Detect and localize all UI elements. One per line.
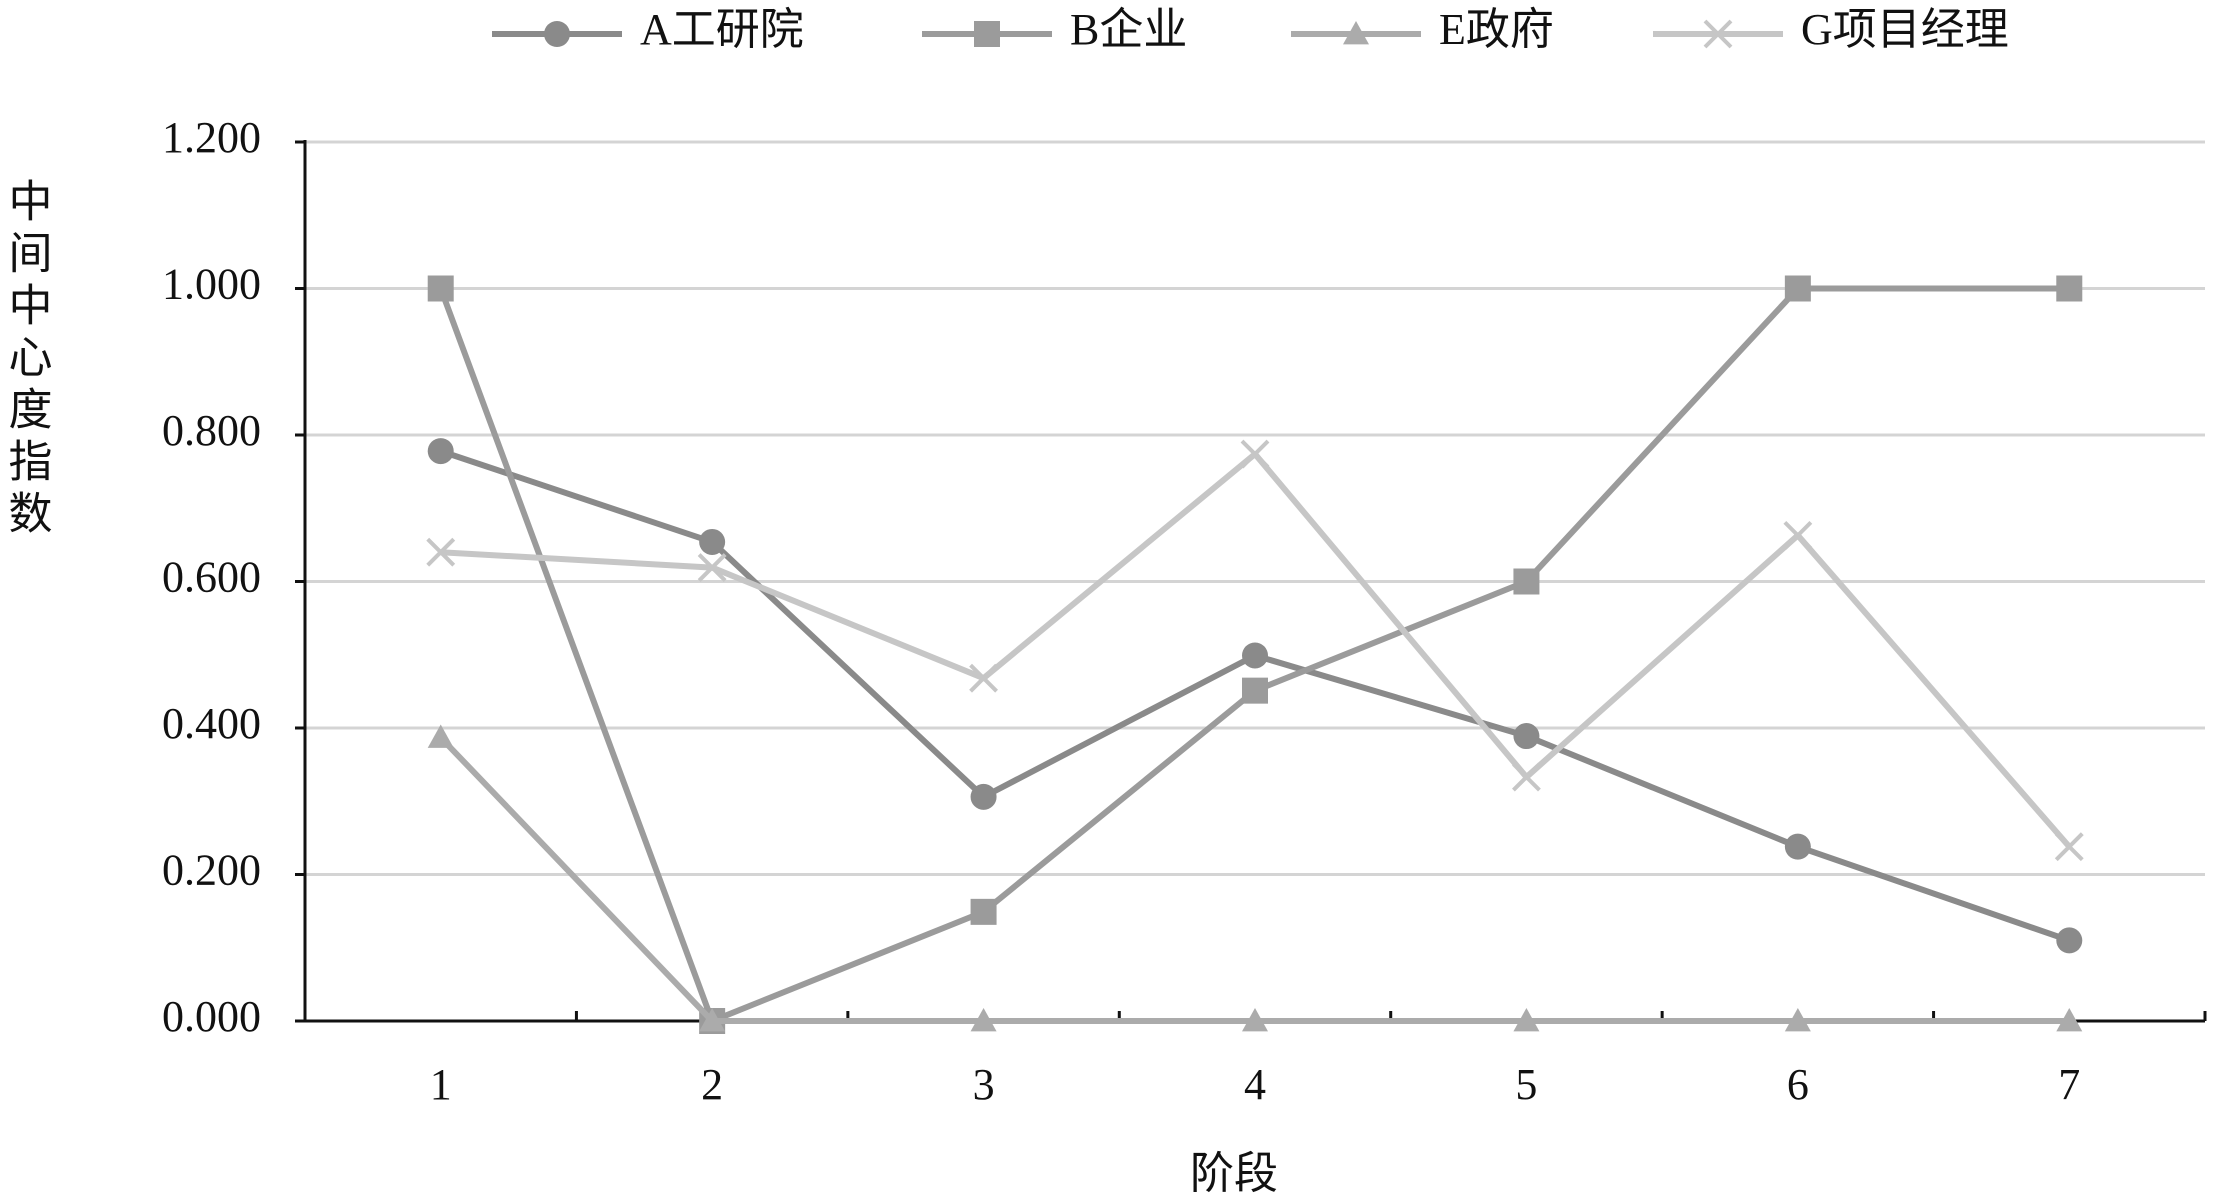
data-point [427,275,454,302]
x-tick-label: 3 [973,1060,995,1109]
data-point [699,528,726,555]
legend-label: G项目经理 [1801,5,2009,54]
data-point [2056,1008,2083,1032]
y-tick-label: 0.600 [162,553,261,602]
data-point [697,553,727,582]
x-axis-label: 阶段 [1190,1149,1278,1198]
y-tick-label: 0.200 [162,846,261,895]
series-line [438,735,2070,1024]
y-tick-label: 1.200 [162,113,261,162]
x-tick-label: 2 [701,1060,723,1109]
x-tick-label: 5 [1515,1060,1537,1109]
y-tick-label: 1.000 [162,260,261,309]
legend-item: A工研院 [492,5,804,54]
data-point [1512,762,1541,792]
data-point [969,663,998,693]
data-point [427,724,454,748]
legend-label: A工研院 [640,5,804,54]
x-tick-label: 4 [1244,1060,1266,1109]
data-point [2056,275,2083,302]
legend-item: E政府 [1291,5,1554,54]
legend-marker [1343,21,1369,45]
data-point [1242,1008,1268,1032]
data-point [1784,275,1811,302]
data-point [426,537,456,567]
data-point [1513,568,1540,595]
legend-marker [544,21,570,47]
data-point [1783,520,1813,550]
y-tick-label: 0.400 [162,699,261,748]
legend-label: E政府 [1439,5,1554,54]
data-point [2054,832,2084,862]
legend-label: B企业 [1070,5,1187,54]
data-point [1242,642,1268,669]
data-point [699,1008,726,1032]
data-point [970,898,997,925]
data-point [1513,723,1540,750]
data-point [427,438,454,465]
data-point [1513,1008,1540,1032]
x-tick-label: 7 [2058,1060,2080,1109]
data-point [1242,677,1268,704]
legend-marker [974,21,1000,47]
y-tick-label: 0.000 [162,992,261,1041]
y-tick-label: 0.800 [162,406,261,455]
data-point [970,783,997,810]
x-tick-label: 1 [430,1060,452,1109]
data-point [2056,927,2083,954]
legend-marker [1703,19,1733,49]
data-point [970,1008,997,1032]
data-point [1240,439,1270,469]
y-axis-label: 中间中心度指数 [2,178,52,542]
x-tick-label: 6 [1787,1060,1809,1109]
data-point [1784,1008,1811,1032]
legend-item: G项目经理 [1653,5,2009,54]
legend-item: B企业 [922,5,1187,54]
data-point [1784,833,1811,860]
